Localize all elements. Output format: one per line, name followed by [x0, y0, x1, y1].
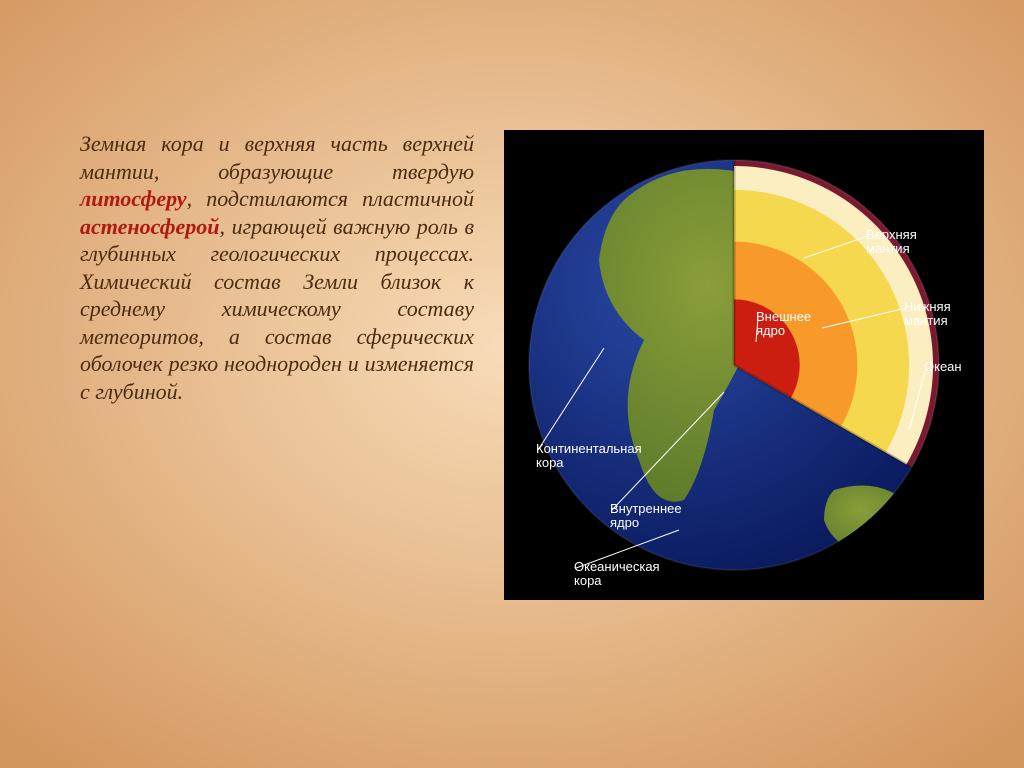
- earth-diagram: ВерхняямантияНижняямантияОкеанВнешнееядр…: [504, 130, 984, 600]
- paragraph-mid2: , играющей важную роль в глубинных геоло…: [80, 214, 474, 404]
- paragraph-pre: Земная кора и верхняя часть верхней мант…: [80, 131, 474, 184]
- earth-svg: ВерхняямантияНижняямантияОкеанВнешнееядр…: [504, 130, 984, 600]
- label-lower_mantle: Нижняямантия: [904, 299, 951, 328]
- label-ocean: Океан: [924, 359, 962, 374]
- paragraph-mid1: , подстилаются пластичной: [187, 186, 474, 211]
- body-text: Земная кора и верхняя часть верхней мант…: [80, 130, 474, 405]
- label-upper_mantle: Верхняямантия: [866, 227, 917, 256]
- highlight-asthenosphere: астеносферой: [80, 214, 220, 239]
- slide: Земная кора и верхняя часть верхней мант…: [0, 0, 1024, 768]
- highlight-lithosphere: литосферу: [80, 186, 187, 211]
